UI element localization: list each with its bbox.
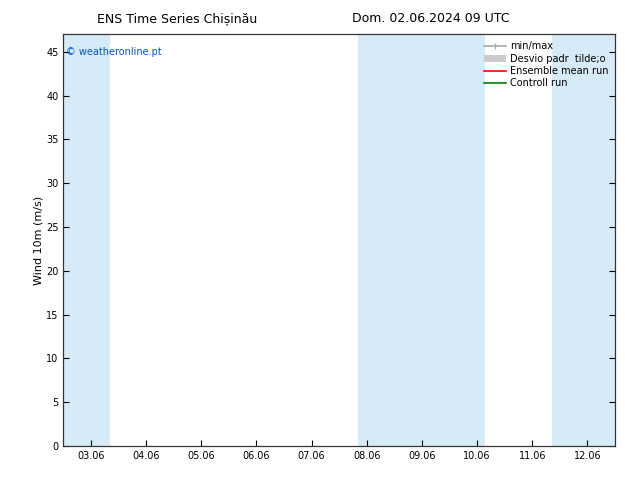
Bar [63,34,110,446]
Text: © weatheronline.pt: © weatheronline.pt [66,47,162,57]
Text: Dom. 02.06.2024 09 UTC: Dom. 02.06.2024 09 UTC [353,12,510,25]
Legend: min/max, Desvio padr  tilde;o, Ensemble mean run, Controll run: min/max, Desvio padr tilde;o, Ensemble m… [482,39,610,90]
Bar [552,34,615,446]
Y-axis label: Wind 10m (m/s): Wind 10m (m/s) [33,196,43,285]
Text: ENS Time Series Chișinău: ENS Time Series Chișinău [98,12,257,25]
Bar [358,34,486,446]
